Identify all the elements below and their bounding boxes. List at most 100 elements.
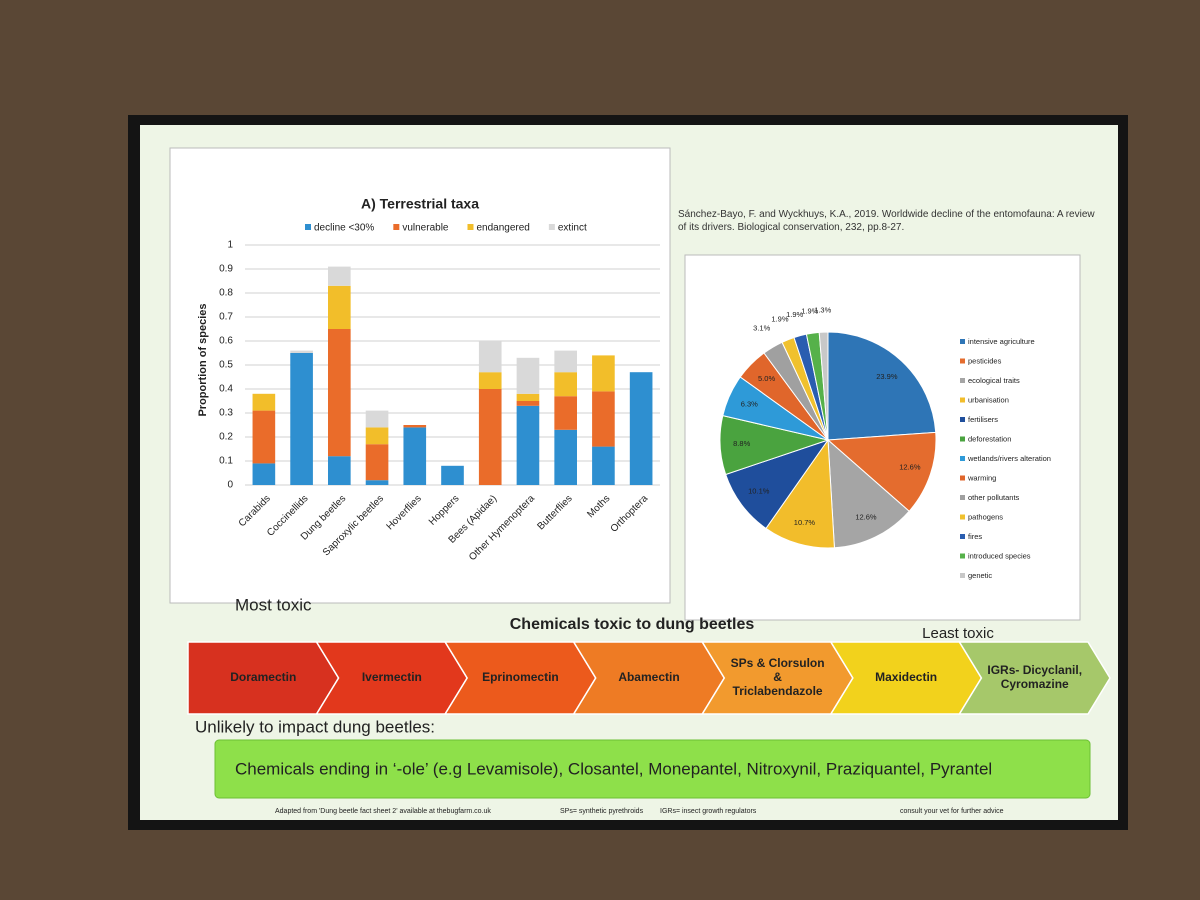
bar-segment <box>516 401 540 406</box>
y-axis-label: Proportion of species <box>197 303 209 416</box>
legend-swatch <box>960 417 965 422</box>
pie-slice <box>765 438 835 549</box>
citation-box: Sánchez-Bayo, F. and Wyckhuys, K.A., 201… <box>678 209 1095 233</box>
bar-segment <box>516 357 540 394</box>
footer-vet: consult your vet for further advice <box>900 808 1004 815</box>
bar-segment <box>252 410 276 464</box>
legend-label: intensive agriculture <box>968 337 1035 346</box>
y-tick-label: 1 <box>227 240 233 251</box>
citation: Sánchez-Bayo, F. and Wyckhuys, K.A., 201… <box>678 209 1095 233</box>
legend-swatch <box>467 224 474 230</box>
least-toxic: Least toxic <box>922 625 994 642</box>
pie-slice <box>827 331 937 441</box>
bar-segment <box>478 372 502 389</box>
y-tick-label: 0.6 <box>219 336 233 347</box>
legend-label: genetic <box>968 571 992 580</box>
pie-value-label: 1.9% <box>801 307 818 316</box>
legend-swatch <box>960 378 965 383</box>
legend-swatch <box>305 224 311 230</box>
bar-segment <box>592 355 615 392</box>
legend-swatch <box>960 573 965 578</box>
unlikely-chemicals: Chemicals ending in ‘-ole’ (e.g Levamiso… <box>235 759 992 778</box>
bar-segment <box>252 393 276 411</box>
legend-swatch <box>393 224 400 230</box>
bar-chart-frame <box>169 147 671 604</box>
unlikely-box <box>214 739 1091 799</box>
pie-value-label: 23.9% <box>876 372 898 381</box>
bar-segment <box>441 465 464 485</box>
legend-label: endangered <box>476 223 529 234</box>
legend-swatch <box>960 397 965 403</box>
chemical-line: Ivermectin <box>362 670 422 684</box>
chemical-label: Maxidectin <box>875 670 937 684</box>
legend-label: ecological traits <box>968 376 1020 385</box>
y-tick-label: 0.9 <box>219 264 233 275</box>
bar-segment <box>478 341 502 373</box>
footer-igrs: IGRs= insect growth regulators <box>660 808 757 815</box>
legend-label: urbanisation <box>968 395 1009 404</box>
legend-swatch <box>960 358 965 364</box>
pie-value-label: 10.7% <box>794 518 816 527</box>
bar-segment <box>290 353 313 485</box>
legend-label: other pollutants <box>968 493 1020 502</box>
legend-label: deforestation <box>968 434 1011 443</box>
bar-segment <box>328 329 351 457</box>
legend-swatch <box>960 534 965 539</box>
bar-segment <box>554 429 577 485</box>
pie-value-label: 6.3% <box>741 399 758 408</box>
pie-value-label: 8.8% <box>733 439 750 448</box>
chemical-label: SPs & Clorsulon & Triclabendazole <box>731 656 825 698</box>
bar-segment <box>478 389 502 485</box>
pie-value-label: 5.0% <box>758 374 775 383</box>
chemical-line: Cyromazine <box>1001 677 1069 691</box>
y-tick-label: 0 <box>227 480 233 491</box>
chemical-line: Triclabendazole <box>733 684 823 698</box>
bar-segment <box>290 350 313 353</box>
pie-value-label: 12.6% <box>855 513 877 522</box>
legend-label: wetlands/rivers alteration <box>967 454 1051 463</box>
y-tick-label: 0.8 <box>219 288 233 299</box>
bar-segment <box>554 350 577 373</box>
chemicals-heading: Chemicals toxic to dung beetles <box>510 616 755 633</box>
bar-segment <box>554 396 577 430</box>
y-tick-label: 0.2 <box>219 432 233 443</box>
pie-value-label: 1.9% <box>771 315 788 324</box>
legend-swatch <box>960 553 965 559</box>
legend-swatch <box>960 495 965 500</box>
bar-segment <box>328 456 351 485</box>
legend-label: introduced species <box>968 551 1031 560</box>
pie-value-label: 10.1% <box>748 487 770 496</box>
legend-swatch <box>960 436 965 442</box>
unlikely-heading: Unlikely to impact dung beetles: <box>195 717 435 736</box>
bar-segment <box>403 427 427 485</box>
chemical-label: Ivermectin <box>362 670 422 684</box>
legend-swatch <box>960 339 965 344</box>
bar-segment <box>516 393 540 401</box>
bar-segment <box>365 427 389 445</box>
footer-sps: SPs= synthetic pyrethroids <box>560 808 644 815</box>
pie-value-label: 12.6% <box>899 463 921 472</box>
legend-swatch <box>548 224 555 230</box>
pie-slice <box>827 438 910 549</box>
legend-label: pathogens <box>968 512 1003 521</box>
chemical-line: & <box>773 670 782 684</box>
bar-segment <box>365 444 389 481</box>
legend-label: decline <30% <box>314 223 374 234</box>
pie-slice <box>818 331 829 441</box>
bar-segment <box>328 266 351 286</box>
legend-label: pesticides <box>968 356 1002 365</box>
bar-segment <box>592 391 615 447</box>
most-toxic: Most toxic <box>235 595 312 614</box>
chemical-line: SPs & Clorsulon <box>731 656 825 670</box>
chemical-line: Doramectin <box>230 670 296 684</box>
pie-value-label: 1.3% <box>814 305 831 314</box>
bar-segment <box>365 480 389 485</box>
legend-label: vulnerable <box>402 223 449 234</box>
y-tick-label: 0.4 <box>219 384 233 395</box>
chemical-line: IGRs- Dicyclanil, <box>987 663 1082 677</box>
y-tick-label: 0.7 <box>219 312 233 323</box>
chemical-label: Doramectin <box>230 670 296 684</box>
legend-label: fertilisers <box>968 415 998 424</box>
footer-source: Adapted from 'Dung beetle fact sheet 2' … <box>275 808 491 815</box>
